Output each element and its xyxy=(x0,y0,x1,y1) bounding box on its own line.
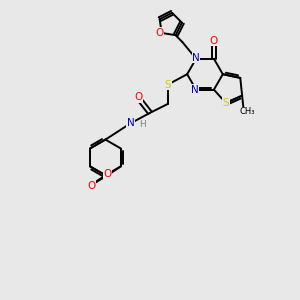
Text: S: S xyxy=(223,98,229,108)
Text: O: O xyxy=(103,169,111,179)
Text: O: O xyxy=(88,181,96,191)
Text: S: S xyxy=(164,80,171,90)
Text: N: N xyxy=(192,53,200,63)
Text: CH₃: CH₃ xyxy=(239,107,255,116)
Text: O: O xyxy=(134,92,142,102)
Text: N: N xyxy=(127,118,135,128)
Text: H: H xyxy=(139,120,146,129)
Text: N: N xyxy=(191,85,199,95)
Text: O: O xyxy=(210,36,218,46)
Text: O: O xyxy=(155,28,164,38)
